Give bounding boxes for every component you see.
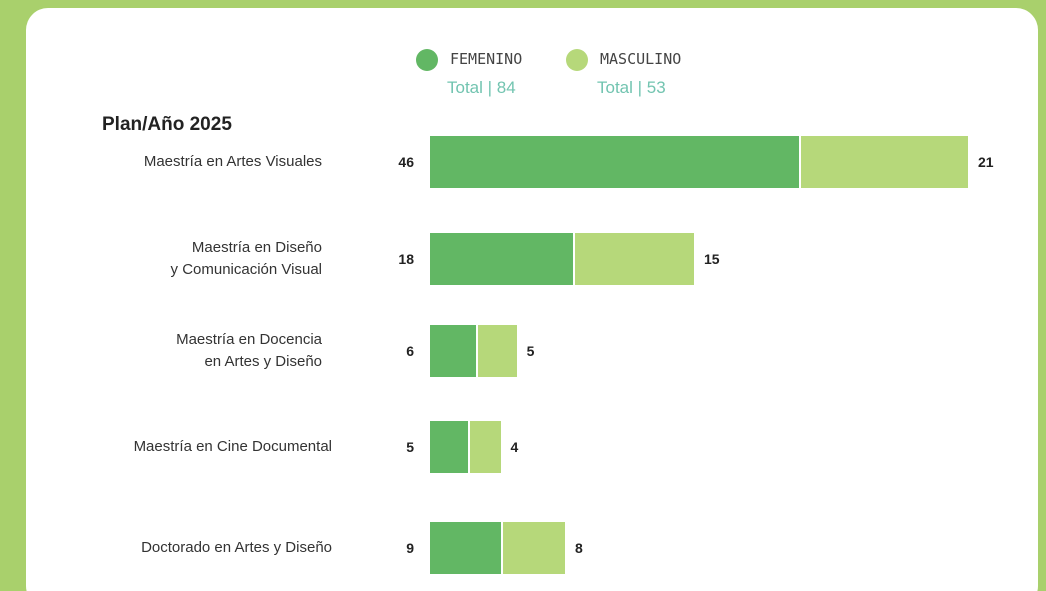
card	[26, 8, 1038, 591]
legend-label: FEMENINO	[450, 50, 523, 68]
category-label: Doctorado en Artes y Diseño	[141, 539, 332, 556]
category-label: Maestría en Diseño y Comunicación Visual	[170, 239, 322, 278]
value-label: 21	[978, 154, 994, 170]
bar-segment	[430, 325, 477, 377]
legend-label: MASCULINO	[600, 50, 682, 68]
legend-swatch	[566, 49, 588, 71]
bar-segment	[800, 136, 968, 188]
value-label: 6	[406, 343, 414, 359]
bar-segment	[478, 325, 517, 377]
value-label: 5	[406, 439, 414, 455]
legend-total: Total | 53	[597, 78, 666, 97]
legend-total: Total | 84	[447, 78, 516, 97]
value-label: 18	[398, 251, 414, 267]
value-label: 9	[406, 540, 414, 556]
value-label: 15	[703, 251, 720, 267]
chart-title: Plan/Año 2025	[102, 114, 232, 135]
bar-segment	[470, 421, 501, 473]
bar-segment	[430, 421, 469, 473]
category-label: Maestría en Docencia en Artes y Diseño	[176, 331, 322, 370]
value-label: 5	[526, 343, 535, 359]
category-label: Maestría en Artes Visuales	[143, 153, 322, 170]
category-label: Maestría en Cine Documental	[133, 438, 332, 455]
bar-segment	[430, 136, 799, 188]
bar-segment	[502, 522, 565, 574]
value-label: 46	[398, 154, 414, 170]
bar-segment	[575, 233, 694, 285]
value-label: 4	[510, 439, 519, 455]
legend-swatch	[416, 49, 438, 71]
value-label: 8	[575, 540, 583, 556]
bar-segment	[430, 233, 574, 285]
bar-segment	[430, 522, 501, 574]
